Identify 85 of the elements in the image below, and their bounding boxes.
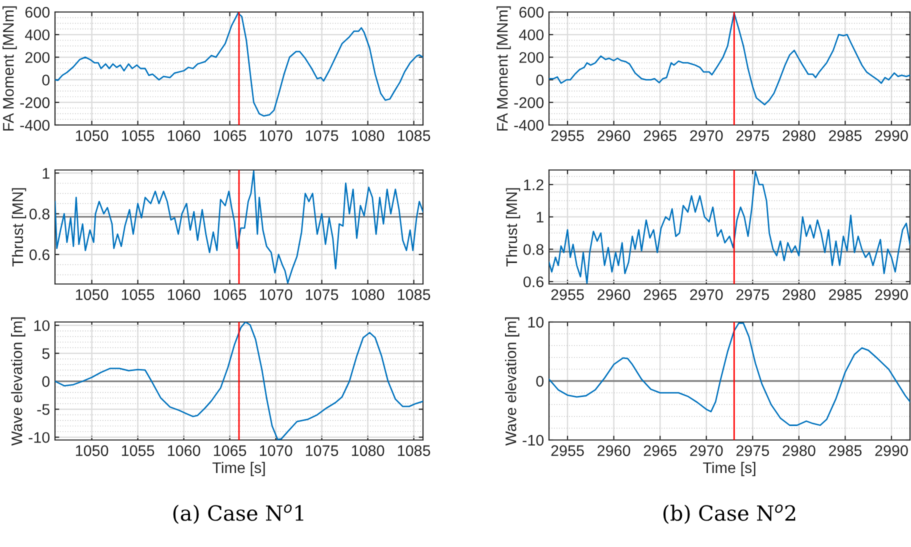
x-tick-label: 1050	[76, 289, 108, 300]
y-tick-label: 0	[42, 376, 50, 387]
x-tick-label: 2990	[875, 289, 908, 300]
x-tick-label: 1050	[76, 445, 108, 456]
x-tick-label: 1070	[260, 130, 292, 142]
y-tick-label: 200	[25, 52, 50, 63]
y-tick-label: 10	[528, 316, 544, 328]
y-tick-label: 400	[25, 29, 50, 40]
y-tick-label: -400	[20, 120, 50, 131]
x-tick-label: 2980	[782, 130, 816, 142]
x-axis-title: Time [s]	[702, 462, 756, 476]
y-tick-label: 0	[536, 376, 544, 387]
x-tick-label: 1065	[214, 289, 246, 300]
x-tick-label: 1055	[122, 445, 154, 456]
y-tick-label: 0.8	[30, 208, 50, 220]
y-axis-title: Thrust [MN]	[506, 188, 520, 267]
x-tick-label: 1085	[398, 130, 430, 142]
text: (b) Case N$^{o}$2	[663, 504, 796, 524]
y-tick-label: 1.2	[524, 179, 544, 190]
x-tick-label: 2970	[690, 130, 723, 142]
y-tick-label: 0.6	[524, 276, 544, 288]
x-tick-label: 1060	[168, 130, 200, 142]
y-tick-label: -10	[28, 432, 50, 443]
y-tick-label: 0.6	[30, 249, 50, 260]
x-tick-label: 2965	[644, 445, 676, 456]
x-tick-label: 1070	[260, 445, 292, 456]
x-axis-title: Time [s]	[212, 462, 265, 476]
y-tick-label: 0	[42, 74, 50, 86]
x-tick-label: 2960	[598, 445, 630, 456]
x-tick-label: 1075	[306, 130, 338, 142]
x-tick-label: 1070	[260, 289, 292, 300]
x-tick-label: 2955	[551, 445, 584, 456]
y-axis-title: FA Moment [MNm]	[2, 6, 17, 130]
y-tick-label: 600	[519, 6, 544, 18]
x-tick-label: 1085	[398, 445, 430, 456]
x-tick-label: 2965	[644, 289, 676, 300]
x-tick-label: 2990	[875, 445, 908, 456]
x-tick-label: 1080	[352, 289, 384, 300]
y-tick-label: -400	[514, 120, 544, 131]
x-tick-label: 1060	[168, 289, 200, 300]
x-tick-label: 2985	[828, 289, 862, 300]
x-tick-label: 1085	[398, 289, 430, 300]
x-tick-label: 2970	[690, 289, 723, 300]
y-tick-label: -200	[514, 97, 544, 108]
y-tick-label: 400	[519, 29, 544, 40]
x-tick-label: 2985	[828, 445, 862, 456]
x-tick-label: 2975	[736, 445, 769, 456]
x-tick-label: 1065	[214, 130, 246, 142]
x-tick-label: 1050	[76, 130, 108, 142]
y-tick-label: 0	[536, 74, 544, 86]
x-tick-label: 2960	[598, 289, 630, 300]
x-tick-label: 2985	[828, 130, 862, 142]
y-tick-label: 1	[42, 168, 50, 179]
x-tick-label: 1055	[122, 289, 154, 300]
x-tick-label: 1060	[168, 445, 200, 456]
y-tick-label: 600	[25, 6, 50, 18]
y-tick-label: 1	[536, 212, 544, 222]
y-axis-title: Wave elevation [m]	[505, 317, 520, 446]
x-tick-label: 1080	[352, 130, 384, 142]
y-axis-title: Wave elevation [m]	[11, 317, 26, 446]
x-tick-label: 1080	[352, 445, 384, 456]
y-tick-label: 5	[42, 348, 50, 360]
x-tick-label: 2955	[551, 130, 584, 142]
x-tick-label: 1055	[122, 130, 154, 142]
x-tick-label: 2975	[736, 130, 769, 142]
y-tick-label: -200	[20, 97, 50, 108]
x-tick-label: 2980	[782, 445, 816, 456]
x-tick-label: 2970	[690, 445, 723, 456]
y-tick-label: -5	[37, 404, 50, 415]
x-tick-label: 2960	[598, 130, 630, 142]
y-tick-label: -10	[522, 434, 544, 446]
x-tick-label: 2990	[875, 130, 908, 142]
y-tick-label: 0.8	[524, 244, 544, 255]
x-tick-label: 1065	[214, 445, 246, 456]
x-tick-label: 1075	[306, 289, 338, 300]
x-tick-label: 1075	[306, 445, 338, 456]
y-axis-title: FA Moment [MNm]	[496, 6, 511, 130]
x-tick-label: 2975	[736, 289, 769, 300]
x-tick-label: 2965	[644, 130, 676, 142]
x-tick-label: 2955	[551, 289, 584, 300]
y-tick-label: 10	[34, 320, 50, 332]
x-tick-label: 2980	[782, 289, 816, 300]
y-tick-label: 200	[519, 52, 544, 63]
text: (a) Case N$^{o}$1	[173, 504, 304, 524]
y-axis-title: Thrust [MN]	[12, 188, 26, 267]
